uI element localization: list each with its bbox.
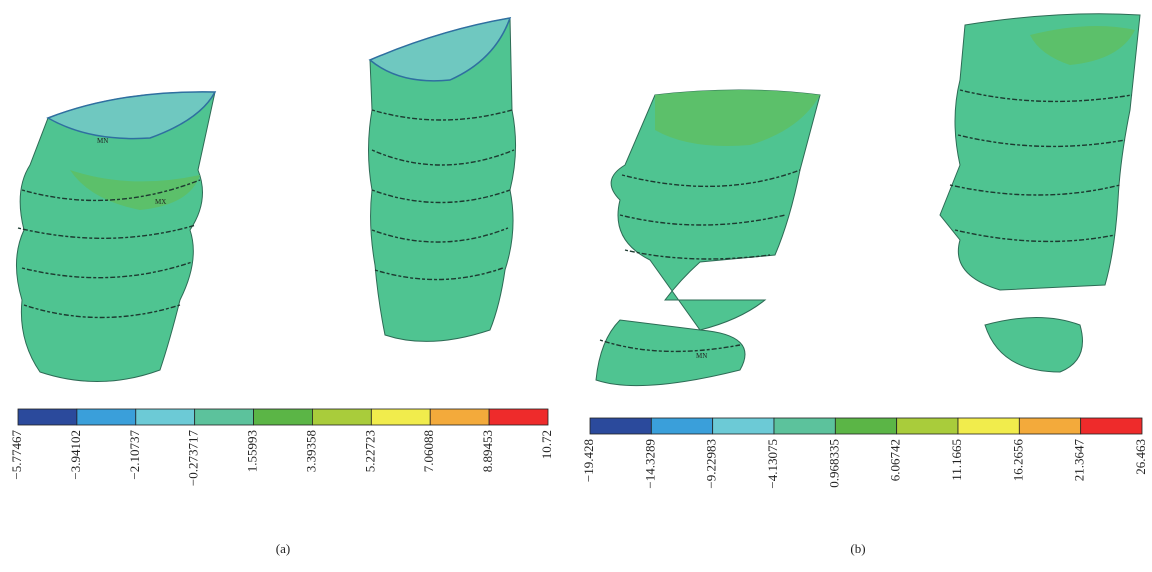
- scale-segment: [136, 409, 195, 425]
- render-b2: [940, 14, 1140, 372]
- scale-segment: [835, 418, 896, 434]
- scale-label: 26.463: [1133, 439, 1148, 475]
- scale-segment: [590, 418, 651, 434]
- scale-label: −19.428: [581, 439, 596, 482]
- scale-label: 8.89453: [480, 430, 495, 472]
- scale-segment: [77, 409, 136, 425]
- scale-segment: [371, 409, 430, 425]
- scale-label: 11.1665: [949, 439, 964, 481]
- scale-segment: [489, 409, 548, 425]
- scale-label: −3.94102: [68, 430, 83, 480]
- scale-segment: [958, 418, 1019, 434]
- scale-segment: [254, 409, 313, 425]
- scale-segment: [1019, 418, 1080, 434]
- scale-label: −2.10737: [127, 430, 142, 480]
- marker-label: MN: [696, 352, 707, 360]
- scale-label: 5.22723: [362, 430, 377, 472]
- scale-segment: [897, 418, 958, 434]
- panel-caption: (b): [850, 541, 865, 556]
- scale-label: −5.77467: [9, 430, 24, 480]
- scale-segment: [18, 409, 77, 425]
- scale-label: 7.06088: [421, 430, 436, 472]
- scale-segment: [651, 418, 712, 434]
- scale-segment: [1081, 418, 1142, 434]
- scale-label: 6.06742: [888, 439, 903, 481]
- scale-segment: [312, 409, 371, 425]
- render-a2: [369, 18, 516, 341]
- scale-label: −4.13075: [765, 439, 780, 489]
- render-b1: MN: [596, 90, 820, 386]
- render-a1: MN MX: [16, 92, 215, 382]
- scale-segment: [713, 418, 774, 434]
- scale-label: −14.3289: [642, 439, 657, 489]
- scale-segment: [430, 409, 489, 425]
- marker-label: MN: [97, 137, 108, 145]
- scale-label: −0.273717: [186, 430, 201, 487]
- scale-segment: [774, 418, 835, 434]
- scale-label: 10.72: [539, 430, 554, 459]
- scale-label: 16.2656: [1010, 438, 1025, 481]
- scale-label: 1.55993: [245, 430, 260, 472]
- panel-caption: (a): [276, 541, 290, 556]
- scale-segment: [195, 409, 254, 425]
- scale-label: 3.39358: [303, 430, 318, 472]
- figure: MN MX MN −5.77467 −3.94102 −2.10737 −0.2737…: [0, 0, 1152, 567]
- marker-label: MX: [155, 198, 166, 206]
- scale-label: 0.968335: [826, 439, 841, 488]
- scale-label: 21.3647: [1072, 439, 1087, 482]
- scale-label: −9.22983: [704, 439, 719, 489]
